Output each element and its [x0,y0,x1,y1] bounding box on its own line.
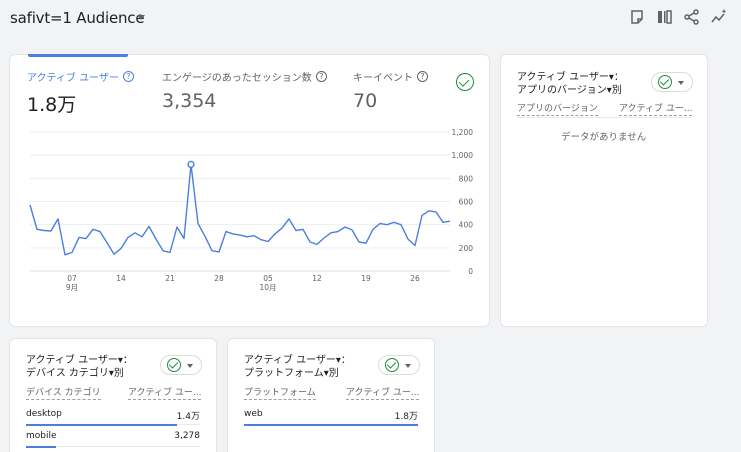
y-tick-label: 1,200 [452,128,474,137]
column-header-dimension[interactable]: アプリのバージョン [517,101,598,116]
platform-card: アクティブ ユーザー▾： プラットフォーム▾別 プラットフォーム アクティブ ユ… [227,338,435,452]
column-header-dimension[interactable]: デバイス カテゴリ [26,385,101,400]
page-title: safivt=1 Audience [10,9,145,27]
card-title: アクティブ ユーザー▾： アプリのバージョン▾別 [517,71,624,97]
card-title-line1[interactable]: アクティブ ユーザー▾： [26,355,133,366]
card-status-dropdown[interactable] [160,355,202,375]
x-tick-label: 26 [410,274,420,283]
table-row-value: 3,278 [174,431,200,441]
metric-label: アクティブ ユーザー [27,73,119,84]
chevron-down-icon [678,81,684,85]
x-tick-label: 07 [67,274,77,283]
column-header-metric[interactable]: アクティブ ユー... [619,101,693,116]
help-icon[interactable]: ? [315,71,327,82]
metric-label: キーイベント [353,73,413,84]
card-title: アクティブ ユーザー▾： デバイス カテゴリ▾別 [26,354,133,380]
y-tick-label: 200 [459,244,474,253]
chevron-down-icon [187,364,193,368]
x-tick-month-label: 10月 [259,283,276,292]
column-header-metric[interactable]: アクティブ ユー... [346,385,420,400]
note-icon[interactable] [628,8,646,26]
metric-value: 3,354 [162,90,217,112]
table-row-value: 1.4万 [176,412,200,422]
card-title-line1[interactable]: アクティブ ユーザー▾： [244,355,351,366]
column-header-dimension[interactable]: プラットフォーム [244,385,316,400]
table-row-value: 1.8万 [394,412,418,422]
chevron-down-icon [405,364,411,368]
column-header-metric[interactable]: アクティブ ユー... [128,385,202,400]
y-tick-label: 0 [468,267,473,276]
x-tick-label: 28 [214,274,224,283]
compare-icon[interactable] [655,8,673,26]
table-row-bar [26,445,57,448]
card-status-dropdown[interactable] [378,355,420,375]
table-row-bar [244,423,418,426]
title-dropdown-icon[interactable] [137,15,145,20]
check-status-icon[interactable] [456,73,474,91]
card-title: アクティブ ユーザー▾： プラットフォーム▾別 [244,354,351,380]
help-icon[interactable]: ? [122,71,134,82]
metric-label: エンゲージのあったセッション数 [162,73,312,84]
table-row-track [26,446,200,447]
divider [517,117,691,118]
table-row-bar [26,423,178,426]
x-tick-label: 14 [116,274,126,283]
x-tick-label: 21 [165,274,175,283]
y-tick-label: 1,000 [452,151,474,160]
help-icon[interactable]: ? [417,71,428,82]
x-tick-label: 19 [361,274,371,283]
card-title-line2[interactable]: デバイス カテゴリ▾別 [26,368,124,379]
y-tick-label: 400 [459,221,474,230]
app-version-card: アクティブ ユーザー▾： アプリのバージョン▾別 アプリのバージョン アクティブ… [500,54,708,327]
table-row-label: desktop [26,409,62,419]
metric-key-events[interactable]: キーイベント ? 70 [353,69,428,112]
highlighted-data-point[interactable] [187,160,195,169]
check-status-icon [385,358,399,372]
card-title-line2[interactable]: アプリのバージョン▾別 [517,85,622,96]
card-title-line1[interactable]: アクティブ ユーザー▾： [517,72,624,83]
series-line [29,163,451,256]
insights-icon[interactable] [710,8,728,26]
metric-engaged-sessions[interactable]: エンゲージのあったセッション数 ? 3,354 [162,69,327,112]
empty-state-text: データがありません [561,132,647,143]
table-row-label: mobile [26,431,57,441]
metric-value: 1.8万 [27,94,77,116]
check-status-icon [658,75,672,89]
page-header: safivt=1 Audience [0,0,741,40]
card-title-line2[interactable]: プラットフォーム▾別 [244,368,339,379]
device-category-card: アクティブ ユーザー▾： デバイス カテゴリ▾別 デバイス カテゴリ アクティブ… [9,338,217,452]
y-tick-label: 800 [459,174,474,183]
metric-value: 70 [353,90,378,112]
x-tick-label: 05 [263,274,273,283]
active-tab-indicator [28,54,128,57]
x-tick-label: 12 [312,274,322,283]
metric-active-users[interactable]: アクティブ ユーザー ? 1.8万 [27,69,134,117]
y-tick-label: 600 [459,198,474,207]
card-status-dropdown[interactable] [651,72,693,92]
x-tick-month-label: 9月 [66,283,78,292]
share-icon[interactable] [683,8,701,26]
overview-chart-card: アクティブ ユーザー ? 1.8万 エンゲージのあったセッション数 ? 3,35… [9,54,490,327]
check-status-icon [167,358,181,372]
table-row-label: web [244,409,263,419]
